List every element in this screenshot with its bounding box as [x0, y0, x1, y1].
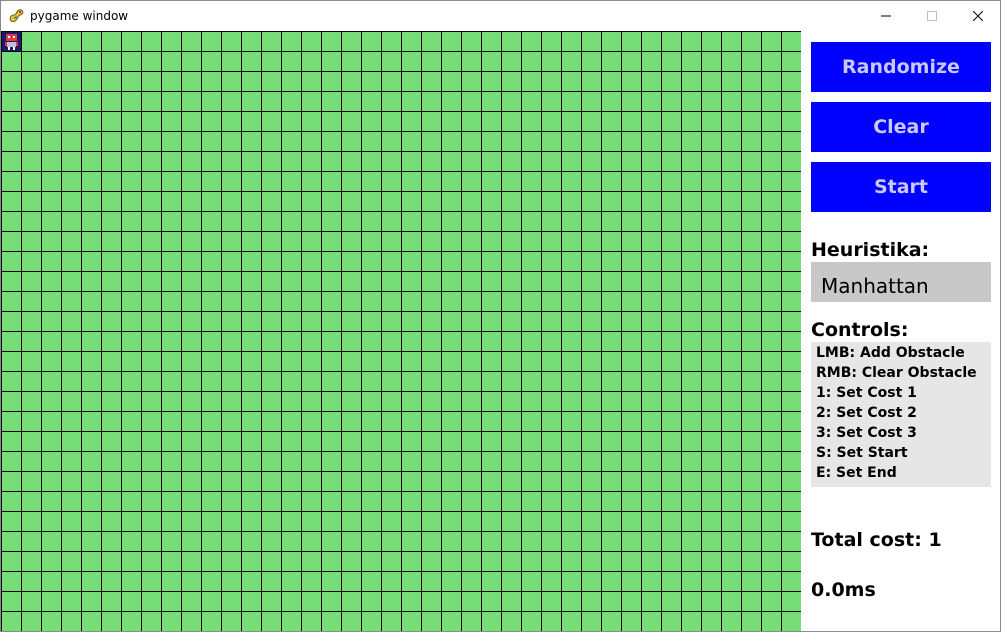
minimize-button[interactable]	[863, 1, 909, 31]
controls-help-box: LMB: Add Obstacle RMB: Clear Obstacle 1:…	[811, 342, 991, 487]
close-button[interactable]	[955, 1, 1000, 31]
control-line-lmb: LMB: Add Obstacle	[816, 345, 965, 361]
total-cost-readout: Total cost: 1	[811, 529, 942, 551]
start-button[interactable]: Start	[811, 162, 991, 212]
title-bar[interactable]: pygame window	[1, 1, 1000, 31]
control-line-cost-3: 3: Set Cost 3	[816, 425, 917, 441]
control-panel: Randomize Clear Start Heuristika: Manhat…	[801, 31, 1000, 631]
randomize-button[interactable]: Randomize	[811, 42, 991, 92]
control-line-set-end: E: Set End	[816, 465, 897, 481]
maximize-icon	[927, 11, 937, 21]
elapsed-time-readout: 0.0ms	[811, 579, 876, 601]
control-line-rmb: RMB: Clear Obstacle	[816, 365, 977, 381]
control-line-cost-2: 2: Set Cost 2	[816, 405, 917, 421]
control-line-cost-1: 1: Set Cost 1	[816, 385, 917, 401]
maximize-button[interactable]	[909, 1, 955, 31]
heuristic-selector[interactable]: Manhattan	[811, 262, 991, 302]
clear-button[interactable]: Clear	[811, 102, 991, 152]
pygame-snake-icon	[8, 7, 25, 24]
window-title: pygame window	[30, 9, 129, 23]
close-icon	[973, 11, 983, 21]
controls-label: Controls:	[811, 319, 909, 341]
robot-icon[interactable]	[2, 32, 21, 51]
control-line-set-start: S: Set Start	[816, 445, 908, 461]
pathfinding-grid[interactable]	[1, 31, 801, 631]
minimize-icon	[881, 15, 891, 17]
heuristic-label: Heuristika:	[811, 239, 930, 261]
